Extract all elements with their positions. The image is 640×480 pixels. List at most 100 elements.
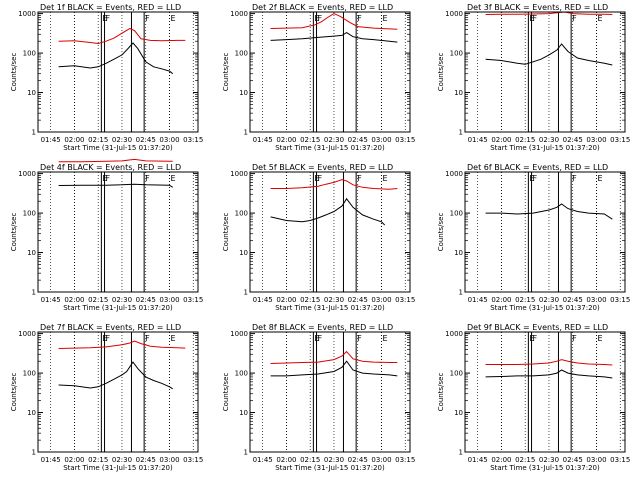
y-tick-label: 100 — [235, 370, 248, 378]
panel-title: Det 6f BLACK = Events, RED = LLD — [467, 163, 608, 172]
x-tick-label: 02:15 — [88, 456, 108, 464]
marker-label: E — [314, 334, 319, 343]
marker-label: F — [357, 14, 362, 23]
x-tick-label: 02:45 — [348, 136, 368, 144]
marker-label: E — [382, 334, 387, 343]
y-tick-label: 10 — [239, 89, 248, 97]
x-tick-label: 03:00 — [159, 296, 179, 304]
series-lld — [485, 359, 613, 366]
x-tick-label: 02:30 — [539, 136, 559, 144]
x-tick-label: 03:15 — [395, 136, 415, 144]
x-tick-label: 02:45 — [563, 136, 583, 144]
marker-label: E — [102, 174, 107, 183]
x-tick-label: 02:00 — [276, 296, 296, 304]
marker-label: E — [529, 14, 534, 23]
series-lld — [58, 340, 186, 349]
x-tick-label: 03:15 — [610, 296, 630, 304]
x-tick-label: 02:30 — [112, 456, 132, 464]
marker-label: F — [533, 334, 538, 343]
y-axis-title: Counts/sec — [222, 53, 230, 92]
y-axis-title: Counts/sec — [10, 213, 18, 252]
y-tick-label: 100 — [23, 210, 36, 218]
plot-frame — [249, 171, 411, 293]
marker-label: F — [145, 174, 150, 183]
plot-frame — [464, 11, 626, 133]
marker-label: E — [529, 174, 534, 183]
x-tick-label: 01:45 — [253, 136, 273, 144]
x-axis-title: Start Time (31-Jul-15 01:37:20) — [63, 144, 173, 152]
x-tick-label: 02:45 — [136, 456, 156, 464]
x-tick-label: 02:00 — [276, 456, 296, 464]
marker-label: F — [572, 334, 577, 343]
x-tick-label: 02:15 — [300, 456, 320, 464]
marker-label: F — [318, 174, 323, 183]
series-events — [270, 360, 398, 377]
plot-frame — [249, 11, 411, 133]
x-tick-label: 02:00 — [491, 296, 511, 304]
marker-label: F — [145, 334, 150, 343]
marker-label: F — [572, 14, 577, 23]
y-tick-label: 100 — [235, 210, 248, 218]
y-tick-label: 100 — [450, 370, 463, 378]
plot-frame — [249, 331, 411, 453]
x-tick-label: 03:15 — [395, 296, 415, 304]
y-tick-label: 1000 — [445, 330, 463, 338]
x-tick-label: 02:30 — [324, 456, 344, 464]
plot-frame — [37, 171, 199, 293]
y-axis-title: Counts/sec — [10, 53, 18, 92]
x-tick-label: 02:30 — [324, 296, 344, 304]
y-tick-label: 1000 — [230, 10, 248, 18]
x-tick-label: 02:45 — [136, 296, 156, 304]
y-tick-label: 100 — [23, 370, 36, 378]
x-tick-label: 02:00 — [64, 296, 84, 304]
y-tick-label: 1000 — [18, 330, 36, 338]
marker-label: E — [597, 334, 602, 343]
x-tick-label: 03:00 — [586, 456, 606, 464]
x-tick-label: 03:00 — [371, 136, 391, 144]
x-axis-title: Start Time (31-Jul-15 01:37:20) — [490, 304, 600, 312]
y-tick-label: 10 — [454, 249, 463, 257]
x-tick-label: 03:00 — [371, 456, 391, 464]
y-tick-label: 10 — [27, 249, 36, 257]
marker-label: F — [318, 14, 323, 23]
x-tick-label: 02:30 — [112, 296, 132, 304]
x-axis-title: Start Time (31-Jul-15 01:37:20) — [63, 304, 173, 312]
marker-label: E — [314, 174, 319, 183]
y-tick-label: 10 — [27, 89, 36, 97]
x-tick-label: 01:45 — [253, 296, 273, 304]
marker-label: F — [318, 334, 323, 343]
x-axis-title: Start Time (31-Jul-15 01:37:20) — [63, 464, 173, 472]
x-tick-label: 01:45 — [41, 296, 61, 304]
marker-label: F — [106, 14, 111, 23]
x-tick-label: 01:45 — [41, 136, 61, 144]
marker-label: E — [529, 334, 534, 343]
y-axis-title: Counts/sec — [437, 213, 445, 252]
x-tick-label: 02:30 — [539, 456, 559, 464]
marker-label: F — [106, 174, 111, 183]
y-axis-title: Counts/sec — [437, 373, 445, 412]
y-tick-label: 100 — [450, 210, 463, 218]
y-tick-label: 1000 — [18, 170, 36, 178]
series-lld — [58, 158, 173, 163]
marker-label: E — [170, 14, 175, 23]
marker-label: F — [533, 174, 538, 183]
x-tick-label: 02:00 — [64, 456, 84, 464]
marker-label: E — [170, 334, 175, 343]
x-tick-label: 02:45 — [563, 296, 583, 304]
x-tick-label: 03:15 — [183, 456, 203, 464]
y-tick-label: 1000 — [445, 10, 463, 18]
series-events — [485, 203, 613, 220]
y-tick-label: 10 — [454, 409, 463, 417]
marker-label: F — [357, 334, 362, 343]
y-tick-label: 1 — [32, 289, 36, 297]
x-tick-label: 03:00 — [586, 136, 606, 144]
marker-label: F — [106, 334, 111, 343]
x-tick-label: 03:15 — [183, 136, 203, 144]
y-tick-label: 1 — [244, 129, 248, 137]
marker-label: F — [145, 14, 150, 23]
